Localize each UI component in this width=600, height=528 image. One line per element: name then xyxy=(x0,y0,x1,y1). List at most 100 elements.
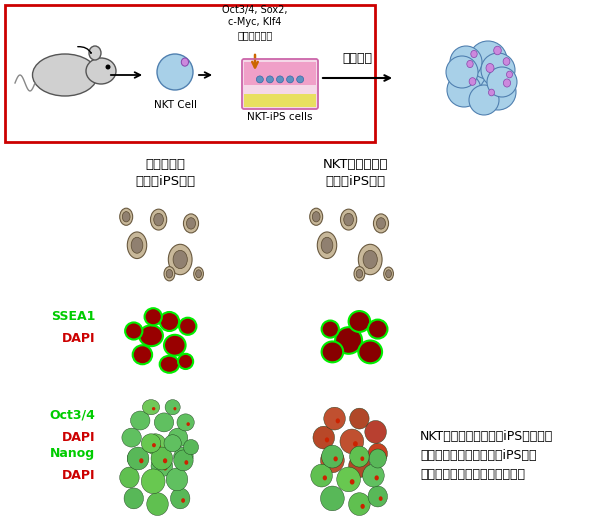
Circle shape xyxy=(106,64,110,70)
Ellipse shape xyxy=(165,400,180,415)
Circle shape xyxy=(256,76,263,83)
Text: 分化誘導: 分化誘導 xyxy=(342,52,372,65)
Ellipse shape xyxy=(131,411,150,430)
Ellipse shape xyxy=(353,441,358,447)
Ellipse shape xyxy=(142,400,160,415)
Ellipse shape xyxy=(174,447,193,466)
Ellipse shape xyxy=(350,408,369,429)
Ellipse shape xyxy=(173,250,187,269)
Ellipse shape xyxy=(337,467,361,492)
Circle shape xyxy=(287,76,293,83)
Bar xyxy=(5,5,375,142)
Ellipse shape xyxy=(368,319,388,338)
Circle shape xyxy=(296,76,304,83)
Ellipse shape xyxy=(174,450,193,471)
Ellipse shape xyxy=(356,269,362,278)
Ellipse shape xyxy=(170,488,190,509)
Ellipse shape xyxy=(467,60,473,68)
Ellipse shape xyxy=(310,208,323,225)
Circle shape xyxy=(450,46,482,78)
Text: Oct3/4, Sox2,
c-Myc, Klf4
（山中因子）: Oct3/4, Sox2, c-Myc, Klf4 （山中因子） xyxy=(222,5,288,40)
Text: NKT-iPS cells: NKT-iPS cells xyxy=(247,112,313,122)
Ellipse shape xyxy=(120,208,133,225)
Ellipse shape xyxy=(122,428,142,447)
Ellipse shape xyxy=(120,467,139,488)
Ellipse shape xyxy=(334,456,338,461)
Ellipse shape xyxy=(384,267,394,280)
FancyArrowPatch shape xyxy=(78,46,91,53)
Ellipse shape xyxy=(184,439,199,455)
Bar xyxy=(244,94,316,107)
Ellipse shape xyxy=(361,456,364,461)
Ellipse shape xyxy=(323,475,327,480)
Ellipse shape xyxy=(127,232,147,259)
Ellipse shape xyxy=(376,218,386,229)
Ellipse shape xyxy=(131,237,143,253)
Ellipse shape xyxy=(169,428,188,447)
Ellipse shape xyxy=(154,213,163,226)
Ellipse shape xyxy=(469,78,476,86)
Ellipse shape xyxy=(313,212,320,222)
Circle shape xyxy=(277,76,284,83)
Ellipse shape xyxy=(320,448,344,473)
Ellipse shape xyxy=(386,270,391,278)
Ellipse shape xyxy=(163,466,167,470)
Circle shape xyxy=(447,73,481,107)
Ellipse shape xyxy=(321,237,333,253)
Ellipse shape xyxy=(164,267,175,281)
Text: DAPI: DAPI xyxy=(62,431,95,444)
Ellipse shape xyxy=(471,50,477,58)
Ellipse shape xyxy=(32,54,97,96)
Ellipse shape xyxy=(187,218,196,229)
Ellipse shape xyxy=(311,464,332,487)
Ellipse shape xyxy=(160,356,179,373)
Text: DAPI: DAPI xyxy=(62,332,95,345)
Ellipse shape xyxy=(147,493,169,515)
Ellipse shape xyxy=(196,270,202,278)
Ellipse shape xyxy=(313,426,335,449)
Ellipse shape xyxy=(340,429,364,454)
Ellipse shape xyxy=(178,354,193,369)
Ellipse shape xyxy=(488,89,494,96)
Ellipse shape xyxy=(124,488,143,509)
Ellipse shape xyxy=(335,327,362,354)
Ellipse shape xyxy=(373,214,389,233)
FancyBboxPatch shape xyxy=(242,59,318,109)
Circle shape xyxy=(480,74,516,110)
Ellipse shape xyxy=(184,460,188,465)
Ellipse shape xyxy=(157,444,161,449)
Ellipse shape xyxy=(379,496,383,501)
Ellipse shape xyxy=(486,63,494,72)
Ellipse shape xyxy=(166,269,173,278)
Circle shape xyxy=(487,67,517,97)
Ellipse shape xyxy=(173,407,176,410)
Ellipse shape xyxy=(139,325,163,346)
Ellipse shape xyxy=(164,435,181,452)
Ellipse shape xyxy=(362,464,384,487)
Text: NKT Cell: NKT Cell xyxy=(154,100,197,110)
Ellipse shape xyxy=(127,449,147,468)
Text: NKT細胞からつ
くったiPS細胞: NKT細胞からつ くったiPS細胞 xyxy=(322,158,388,188)
Ellipse shape xyxy=(151,447,173,470)
Ellipse shape xyxy=(358,341,382,363)
Ellipse shape xyxy=(317,232,337,259)
Ellipse shape xyxy=(187,422,190,426)
Bar xyxy=(244,62,316,85)
Ellipse shape xyxy=(145,308,162,325)
Text: NKT細胞からつくったiPS細胞は、
皮膚の細胞からつくったiPS細胞
と見た目には同じ細胞である。: NKT細胞からつくったiPS細胞は、 皮膚の細胞からつくったiPS細胞 と見た目… xyxy=(420,430,553,481)
Ellipse shape xyxy=(181,498,185,503)
Ellipse shape xyxy=(142,434,161,453)
Ellipse shape xyxy=(368,486,388,507)
Ellipse shape xyxy=(494,46,502,55)
Ellipse shape xyxy=(322,445,343,468)
Text: SSEA1: SSEA1 xyxy=(50,310,95,323)
Ellipse shape xyxy=(322,342,343,362)
Circle shape xyxy=(446,56,478,88)
Ellipse shape xyxy=(335,418,340,423)
Circle shape xyxy=(469,41,507,79)
Ellipse shape xyxy=(169,244,192,275)
Circle shape xyxy=(266,76,274,83)
Ellipse shape xyxy=(145,434,166,455)
Ellipse shape xyxy=(154,413,174,432)
Ellipse shape xyxy=(322,320,339,337)
